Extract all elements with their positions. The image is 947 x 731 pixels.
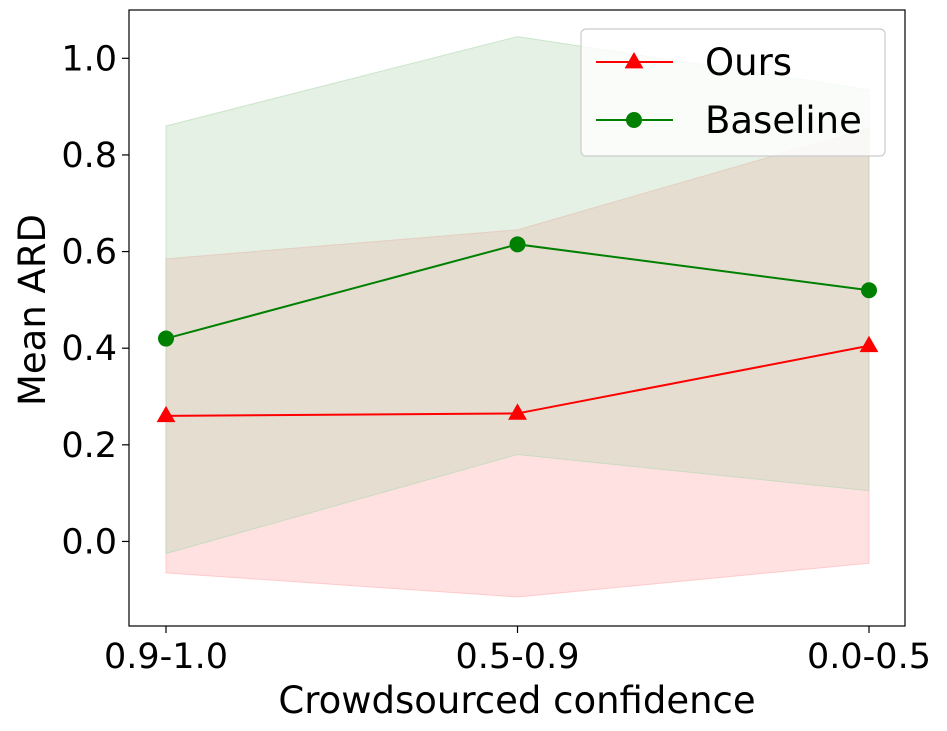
series-lines — [156, 236, 879, 423]
y-axis-ticks: 0.0 0.2 0.4 0.6 0.8 1.0 — [61, 39, 129, 562]
band-ours — [165, 127, 870, 598]
y-tick-label: 0.0 — [61, 522, 117, 562]
x-tick-label: 0.9-1.0 — [104, 637, 228, 677]
legend-label-ours: Ours — [705, 41, 792, 84]
y-axis-label: Mean ARD — [11, 214, 54, 406]
data-point-ours-1 — [156, 405, 176, 423]
legend-marker-baseline — [626, 112, 642, 128]
x-axis-ticks: 0.9-1.0 0.5-0.9 0.0-0.5 — [104, 626, 931, 677]
y-tick-label: 0.6 — [61, 233, 117, 273]
y-tick-label: 0.4 — [61, 329, 117, 369]
data-point-ours-2 — [508, 403, 527, 420]
confidence-bands — [165, 36, 870, 598]
y-tick-label: 1.0 — [61, 39, 117, 79]
band-baseline — [165, 36, 870, 555]
legend-box — [580, 28, 886, 157]
y-tick-label: 0.8 — [61, 136, 117, 176]
data-point-baseline-1 — [158, 330, 174, 347]
data-point-baseline-2 — [509, 236, 526, 253]
x-tick-label: 0.0-0.5 — [807, 637, 931, 677]
legend-marker-ours — [624, 51, 644, 69]
legend-label-baseline: Baseline — [705, 99, 862, 142]
data-point-baseline-3 — [861, 282, 877, 299]
data-point-ours-3 — [859, 335, 879, 353]
x-axis-label: Crowdsourced confidence — [278, 679, 755, 722]
legend: Ours Baseline — [580, 28, 886, 157]
x-tick-label: 0.5-0.9 — [456, 637, 580, 677]
y-tick-label: 0.2 — [61, 426, 117, 466]
